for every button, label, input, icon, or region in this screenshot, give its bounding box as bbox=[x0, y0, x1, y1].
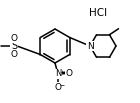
Text: O: O bbox=[54, 83, 61, 91]
Text: O: O bbox=[10, 50, 18, 59]
Text: HCl: HCl bbox=[89, 8, 107, 18]
Text: +: + bbox=[59, 70, 64, 74]
Text: N: N bbox=[87, 42, 93, 50]
Text: O: O bbox=[10, 33, 18, 43]
Text: −: − bbox=[59, 83, 64, 88]
Text: O: O bbox=[66, 68, 73, 77]
Text: N: N bbox=[55, 70, 61, 78]
Text: S: S bbox=[11, 41, 17, 51]
